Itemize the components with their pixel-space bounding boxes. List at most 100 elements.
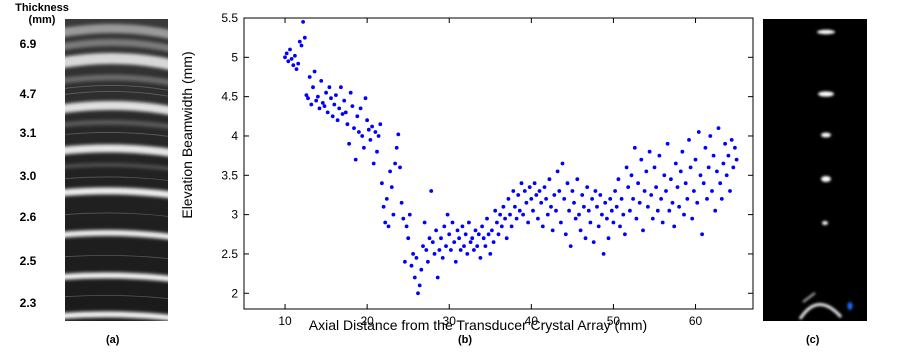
data-point [472,248,476,252]
data-point [289,57,294,61]
y-axis-ticks: 2 2.5 3 3.5 4 4.5 5 5.5 [221,11,753,300]
data-point [427,236,432,241]
data-point [545,212,550,217]
x-tick-label: 40 [525,314,539,328]
data-point [430,240,435,245]
data-point [363,96,368,101]
data-point [531,208,535,213]
data-point [632,145,637,150]
data-point [485,216,489,221]
data-point [716,126,721,130]
data-point [370,124,374,129]
data-point [527,185,532,190]
data-point [731,165,736,170]
data-point [687,138,691,142]
caption-a: (a) [106,334,120,346]
data-point [669,177,673,182]
x-tick-label: 50 [607,314,621,328]
data-point [585,185,590,190]
data-point [396,132,401,137]
data-point [368,138,373,142]
data-point [654,185,658,190]
data-point [429,189,434,193]
data-point [343,110,348,115]
data-point [724,173,729,178]
data-point [652,165,657,170]
data-point [398,165,402,170]
thickness-label-list: 6.9 4.7 3.1 3.0 2.6 2.5 2.3 [0,0,60,330]
data-point [662,173,667,178]
data-point [463,232,468,237]
data-point [437,248,442,252]
data-point [337,106,342,111]
data-point [365,118,369,123]
thickness-header-line2: (mm) [28,14,56,26]
data-point [476,232,481,237]
data-point [580,193,585,197]
data-point [693,157,698,162]
data-point [705,197,709,201]
data-point [710,189,714,193]
data-point [407,212,412,217]
data-point [503,216,507,221]
data-point [682,212,686,217]
data-point [491,240,496,245]
data-point [593,189,598,193]
data-point [490,228,494,233]
data-point [667,208,672,213]
data-point [312,69,317,74]
plot-area [243,17,754,310]
data-point [424,248,429,252]
data-point [327,85,332,90]
data-point [560,161,565,166]
y-tick-label: 3 [231,208,238,222]
data-point [557,189,562,193]
data-point [524,200,529,205]
data-point [306,96,310,101]
data-point [324,90,328,95]
data-point [719,197,724,201]
data-point [608,197,613,201]
data-point [629,173,634,178]
data-point [657,153,662,158]
data-point [452,240,457,245]
data-point [623,232,627,237]
data-point [409,263,414,268]
data-point [552,193,557,197]
data-point [375,149,379,154]
data-point [670,200,675,205]
data-point [468,240,473,245]
data-point [606,236,611,241]
data-point [496,232,501,237]
data-point [692,189,696,193]
data-point [478,256,483,260]
data-point [649,193,654,197]
data-point [626,185,631,190]
data-point [550,228,555,233]
data-point [544,197,548,201]
data-point [373,130,378,134]
data-point [444,244,448,249]
data-point [316,94,320,99]
data-point [342,98,347,103]
data-point [660,220,665,225]
data-point [447,232,452,237]
data-point [567,208,571,213]
data-point [352,126,356,130]
y-tick-label: 3.5 [221,168,238,182]
data-point [483,244,488,249]
data-point [380,181,384,186]
data-point [703,145,708,150]
data-point [659,197,663,201]
data-point [696,130,701,134]
data-point [449,248,453,252]
data-point [389,185,394,190]
y-axis-label: Elevation Beamwidth (mm) [179,51,195,218]
data-point [297,39,302,44]
data-point [624,165,629,170]
data-point [314,98,319,103]
data-point [399,200,404,205]
x-tick-label: 30 [443,314,457,328]
data-point [701,181,706,186]
data-point [481,236,486,241]
